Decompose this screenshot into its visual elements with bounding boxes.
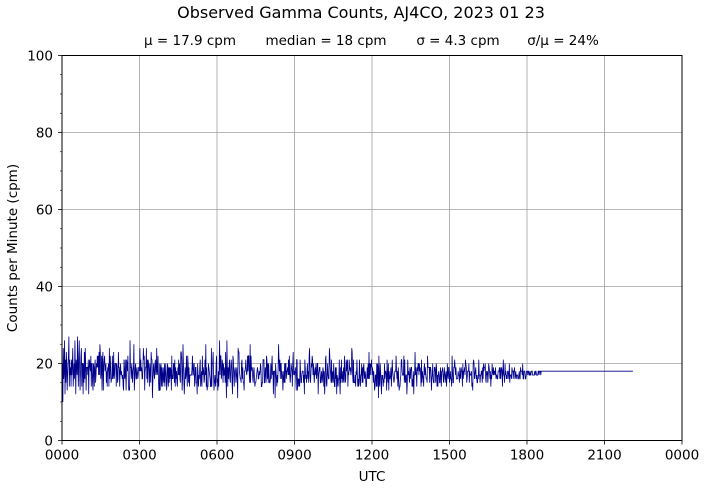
y-tick-label: 60 bbox=[36, 203, 53, 219]
series-layer bbox=[61, 336, 633, 403]
y-tick-label: 100 bbox=[27, 49, 53, 65]
stat-median: median = 18 cpm bbox=[265, 33, 386, 49]
y-tick-label: 80 bbox=[36, 126, 53, 142]
y-tick-label: 40 bbox=[36, 280, 53, 296]
x-tick-label: 0300 bbox=[122, 448, 156, 464]
x-tick-label: 1800 bbox=[510, 448, 544, 464]
x-tick-label: 2100 bbox=[587, 448, 621, 464]
grid bbox=[61, 55, 683, 441]
series-line-gamma-counts bbox=[61, 336, 633, 403]
stat-mean: μ = 17.9 cpm bbox=[144, 33, 236, 49]
y-tick-label: 20 bbox=[36, 357, 53, 373]
x-tick-label: 1200 bbox=[355, 448, 389, 464]
x-tick-label: 0000 bbox=[665, 448, 699, 464]
chart-title: Observed Gamma Counts, AJ4CO, 2023 01 23 bbox=[177, 3, 545, 22]
stats-line: μ = 17.9 cpm median = 18 cpm σ = 4.3 cpm… bbox=[144, 33, 599, 49]
x-tick-label: 1500 bbox=[432, 448, 466, 464]
y-axis: 0 20 40 60 80 100 bbox=[27, 49, 62, 450]
x-tick-label: 0000 bbox=[45, 448, 79, 464]
x-tick-label: 0600 bbox=[200, 448, 234, 464]
stat-sigma: σ = 4.3 cpm bbox=[416, 33, 499, 49]
x-axis: 0000 0300 0600 0900 1200 1500 1800 2100 0000 bbox=[45, 440, 699, 464]
y-tick-label: 0 bbox=[44, 434, 53, 450]
stat-relative-sigma: σ/μ = 24% bbox=[527, 33, 599, 49]
x-tick-label: 0900 bbox=[277, 448, 311, 464]
y-axis-label: Counts per Minute (cpm) bbox=[5, 164, 21, 332]
x-axis-label: UTC bbox=[359, 469, 386, 485]
